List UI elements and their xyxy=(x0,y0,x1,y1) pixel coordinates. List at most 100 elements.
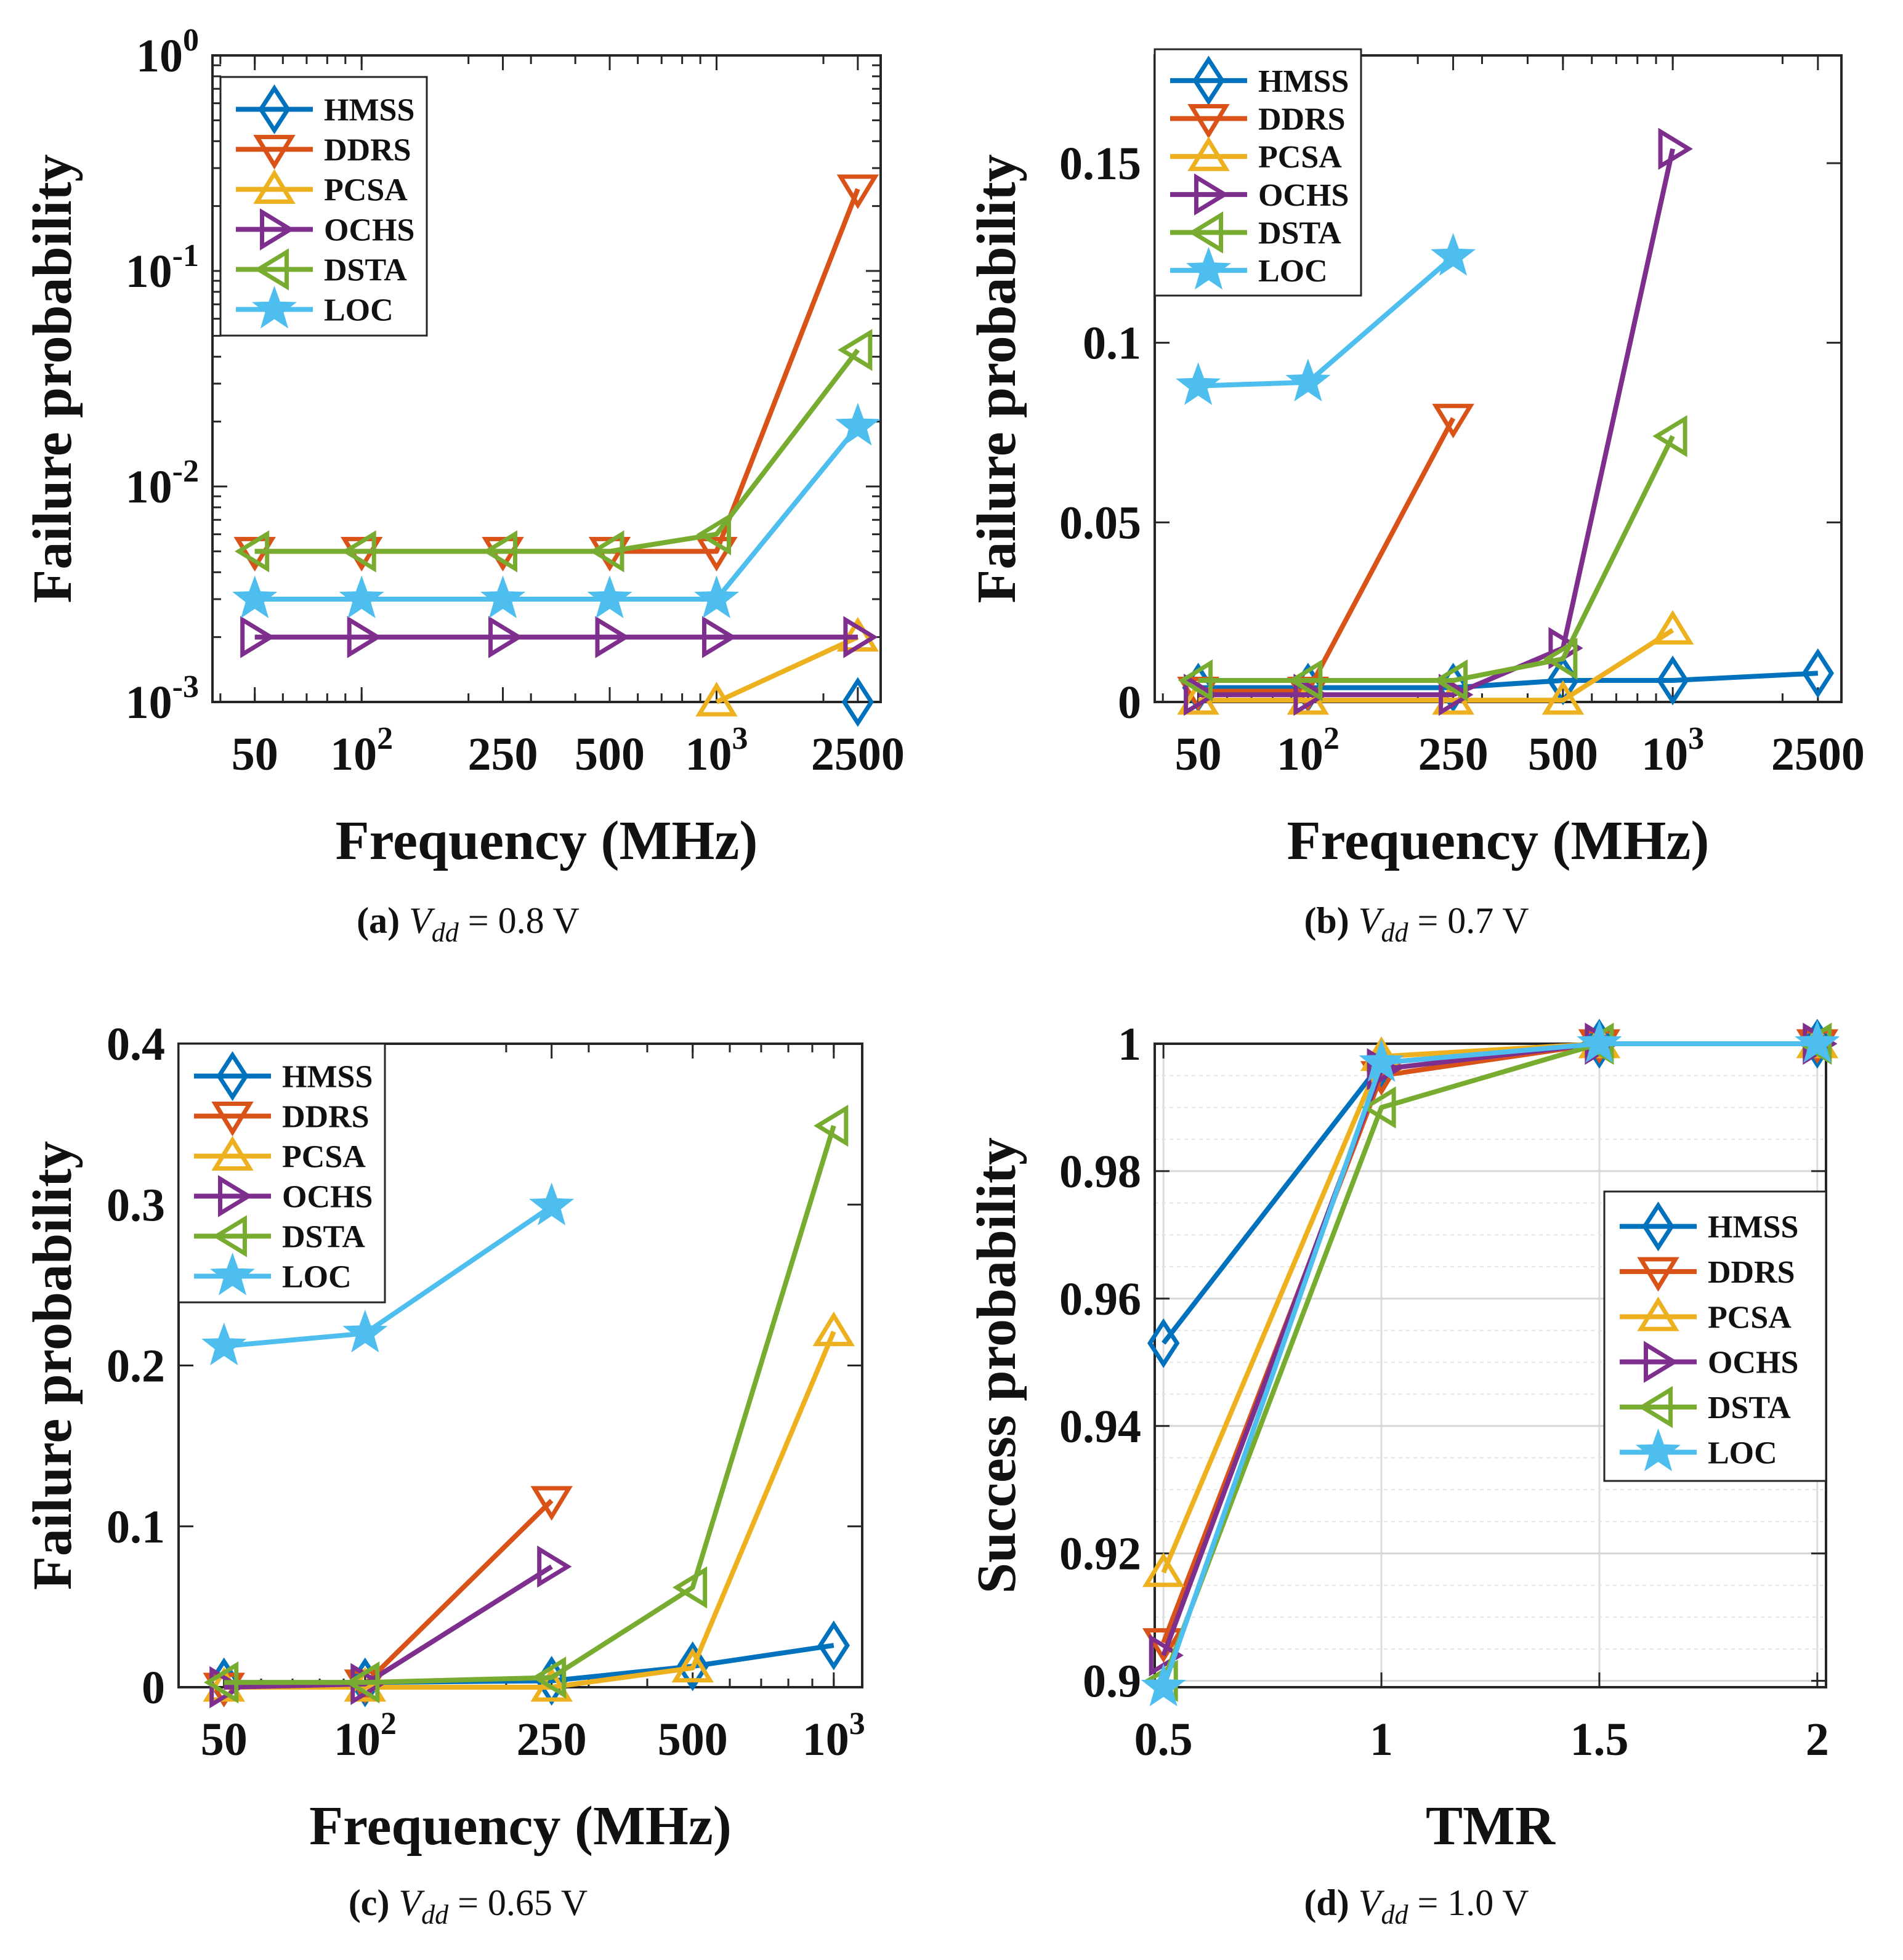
y-axis-label-a: Failure probability xyxy=(22,154,83,603)
legend-marker-pcsa xyxy=(211,1135,254,1171)
series-line-pcsa xyxy=(1198,627,1675,703)
x-tick-label-c-2: 250 xyxy=(517,1714,587,1765)
legend-label-dsta: DSTA xyxy=(1258,216,1341,251)
legend-label-pcsa: PCSA xyxy=(282,1140,366,1175)
caption-d: (d) Vdd = 1.0 V xyxy=(1304,1882,1529,1930)
legend-marker-ddrs xyxy=(211,1102,254,1137)
legend-label-ddrs: DDRS xyxy=(1258,102,1346,137)
legend-label-loc: LOC xyxy=(1258,254,1328,289)
x-axis-label-c: Frequency (MHz) xyxy=(309,1796,732,1857)
legend-marker-dsta xyxy=(254,248,289,291)
legend-label-hmss: HMSS xyxy=(324,93,414,128)
axes-box-a xyxy=(211,54,882,703)
legend-marker-loc xyxy=(1186,246,1231,290)
x-tick-label-a-4: 103 xyxy=(685,721,748,780)
series-ochs-a xyxy=(240,616,878,658)
y-tick-label-d-3: 0.96 xyxy=(1059,1273,1141,1325)
series-loc-a xyxy=(232,403,881,619)
legend-label-ochs: OCHS xyxy=(324,213,414,248)
data-point-dsta xyxy=(234,530,270,573)
data-point-ddrs xyxy=(530,1486,573,1521)
data-point-dsta xyxy=(482,530,517,573)
x-tick-label-a-2: 250 xyxy=(468,728,538,780)
legend-label-ddrs: DDRS xyxy=(282,1100,370,1135)
legend-label-dsta: DSTA xyxy=(282,1220,365,1255)
data-point-ddrs xyxy=(836,174,879,209)
legend-label-ochs: OCHS xyxy=(1258,178,1349,213)
y-tick-label-a-1: 10-2 xyxy=(126,454,199,513)
x-tick-label-c-1: 102 xyxy=(334,1706,397,1765)
series-line-dsta xyxy=(1198,435,1675,683)
legend-marker-ddrs xyxy=(1637,1257,1679,1292)
x-axis-label-d: TMR xyxy=(1426,1796,1556,1857)
y-axis-label-d: Success probability xyxy=(966,1137,1027,1594)
chart-panel-b: 50 102 250 500 103 2500 0 0.05 0.1 0.15 Frequency … xyxy=(966,48,1865,948)
x-tick-label-d-0: 0.5 xyxy=(1134,1714,1193,1765)
y-tick-label-d-2: 0.94 xyxy=(1059,1401,1141,1453)
y-tick-label-d-0: 0.9 xyxy=(1083,1656,1141,1708)
data-point-loc xyxy=(201,1322,247,1366)
series-ddrs-b xyxy=(1177,403,1474,712)
series-line-dsta xyxy=(254,348,860,554)
legend-marker-hmss xyxy=(1642,1201,1675,1252)
legend-label-dsta: DSTA xyxy=(324,253,407,288)
legend-marker-ochs xyxy=(1194,173,1229,216)
data-point-loc xyxy=(1577,1020,1622,1063)
data-point-loc xyxy=(1141,1663,1186,1707)
data-point-loc xyxy=(694,575,739,619)
x-tick-label-a-3: 500 xyxy=(575,728,645,780)
y-axis-label-b: Failure probability xyxy=(966,154,1027,603)
x-tick-label-c-0: 50 xyxy=(201,1714,248,1765)
data-point-pcsa xyxy=(1541,680,1585,715)
legend-marker-loc xyxy=(252,286,297,329)
x-tick-label-a-1: 102 xyxy=(330,721,393,780)
data-point-hmss xyxy=(1801,648,1834,698)
data-point-ochs xyxy=(537,1545,572,1588)
y-axis-label-c: Failure probability xyxy=(22,1141,83,1590)
data-point-pcsa xyxy=(812,1311,855,1347)
caption-c: (c) Vdd = 0.65 V xyxy=(349,1882,588,1930)
caption-a: (a) Vdd = 0.8 V xyxy=(357,900,580,948)
legend-label-loc: LOC xyxy=(324,293,394,328)
data-point-ochs xyxy=(702,616,737,658)
series-line-hmss xyxy=(1198,671,1818,690)
data-point-loc xyxy=(587,575,632,619)
series-line-loc xyxy=(254,424,860,602)
legend-marker-loc xyxy=(1636,1428,1681,1472)
legend-d: HMSS DDRS PCSA OCHS DSTA LOC xyxy=(1603,1190,1827,1482)
x-tick-label-c-4: 103 xyxy=(802,1706,865,1765)
legend-marker-ochs xyxy=(260,208,295,251)
legend-label-ddrs: DDRS xyxy=(1708,1255,1795,1290)
data-point-loc xyxy=(1285,358,1331,401)
y-tick-label-a-3: 100 xyxy=(136,23,199,82)
series-line-dsta xyxy=(224,1125,836,1685)
legend-a: HMSS DDRS PCSA OCHS DSTA LOC xyxy=(219,76,428,337)
x-tick-label-b-5: 2500 xyxy=(1771,728,1865,780)
data-point-pcsa xyxy=(671,1647,714,1683)
series-line-ddrs xyxy=(1198,417,1456,694)
data-point-dsta xyxy=(203,1661,239,1704)
legend-c: HMSS DDRS PCSA OCHS DSTA LOC xyxy=(177,1043,386,1304)
data-point-dsta xyxy=(1178,659,1213,702)
x-axis-label-b: Frequency (MHz) xyxy=(1287,810,1710,871)
data-point-dsta xyxy=(838,329,873,371)
y-tick-label-c-0: 0 xyxy=(142,1662,165,1714)
data-point-loc xyxy=(339,575,384,619)
legend-label-dsta: DSTA xyxy=(1708,1390,1791,1426)
data-point-pcsa xyxy=(695,682,738,717)
legend-label-ochs: OCHS xyxy=(1708,1345,1798,1381)
y-tick-label-a-2: 10-1 xyxy=(126,238,199,297)
legend-marker-ddrs xyxy=(1187,104,1230,139)
data-point-dsta xyxy=(672,1566,708,1609)
series-dsta-b xyxy=(1178,415,1687,702)
data-point-loc xyxy=(835,403,881,446)
data-point-hmss xyxy=(817,1620,850,1671)
series-loc-c xyxy=(201,1182,575,1366)
x-tick-label-a-0: 50 xyxy=(232,728,278,780)
data-point-dsta xyxy=(1432,659,1468,702)
chart-panel-a: 50 102 250 500 103 2500 10-3 10-2 10-1 100 Frequen… xyxy=(22,23,905,948)
data-point-dsta xyxy=(589,530,624,573)
data-point-pcsa xyxy=(1651,610,1694,645)
data-point-hmss xyxy=(1147,1318,1180,1368)
legend-marker-ddrs xyxy=(253,135,296,170)
